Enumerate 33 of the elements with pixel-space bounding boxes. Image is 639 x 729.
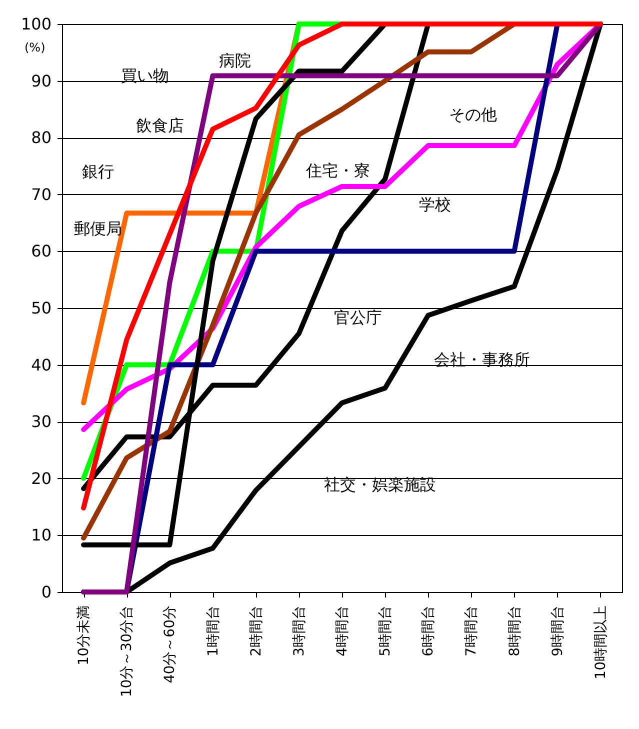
y-tick-label: 0 bbox=[41, 582, 52, 602]
x-tick-label: 6時間台 bbox=[420, 606, 437, 656]
y-tick-label: 100 bbox=[20, 14, 52, 34]
y-tick-label: 80 bbox=[31, 128, 52, 148]
annotation: その他 bbox=[449, 105, 497, 124]
annotation: 官公庁 bbox=[334, 308, 382, 327]
x-tick-label: 7時間台 bbox=[464, 606, 480, 656]
y-tick-label: 50 bbox=[31, 298, 52, 318]
y-tick-label: 90 bbox=[31, 71, 52, 90]
y-tick-label: 40 bbox=[31, 355, 52, 374]
x-tick-label: 40分～60分 bbox=[162, 606, 178, 684]
y-tick-label: 10 bbox=[31, 526, 52, 545]
x-tick-label: 1時間台 bbox=[205, 606, 222, 656]
x-tick-label: 10分～30分台 bbox=[119, 606, 136, 698]
annotation: 飲食店 bbox=[136, 116, 184, 135]
y-tick-label: 70 bbox=[31, 184, 52, 204]
x-tick-label: 4時間台 bbox=[334, 606, 350, 656]
y-axis-title: (%) bbox=[24, 40, 46, 54]
x-tick-label: 10時間以上 bbox=[592, 606, 609, 680]
annotation: 病院 bbox=[219, 51, 251, 70]
y-tick-label: 20 bbox=[31, 468, 52, 488]
annotation: 住宅・寮 bbox=[305, 161, 370, 180]
x-tick-label: 10分未満 bbox=[76, 606, 92, 666]
y-tick-label: 60 bbox=[31, 242, 52, 261]
x-tick-label: 8時間台 bbox=[506, 606, 523, 656]
annotation: 学校 bbox=[419, 195, 451, 214]
x-tick-label: 5時間台 bbox=[378, 606, 394, 656]
annotation: 郵便局 bbox=[74, 219, 122, 238]
x-tick-label: 3時間台 bbox=[291, 606, 308, 656]
y-tick-label: 30 bbox=[31, 412, 52, 432]
x-tick-label: 9時間台 bbox=[550, 606, 566, 656]
x-tick-label: 2時間台 bbox=[248, 606, 264, 656]
annotation: 銀行 bbox=[82, 162, 114, 181]
